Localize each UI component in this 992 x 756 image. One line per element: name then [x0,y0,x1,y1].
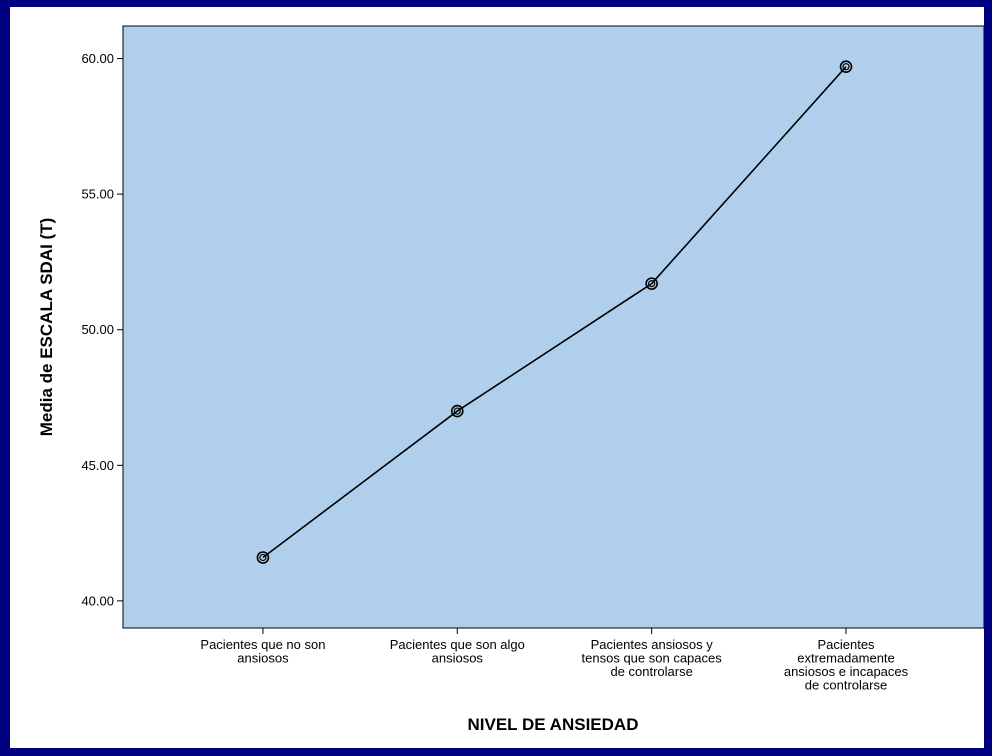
y-tick-label: 55.00 [81,187,114,202]
x-category-label-line: Pacientes que no son [200,637,325,652]
x-category-label-line: ansiosos [237,651,289,666]
series-mean-sdai [256,60,853,564]
chart-canvas: 40.00 45.00 50.00 55.00 60.00 Pacientes que … [10,7,984,748]
y-axis-title: Media de ESCALA SDAI (T) [37,218,56,437]
x-category-label-line: Pacientes que son algo [390,637,525,652]
series-line [262,66,847,559]
y-tick-label: 60.00 [81,51,114,66]
y-tick-label: 50.00 [81,322,114,337]
x-category-label: Pacientes que no son ansiosos [200,637,325,666]
x-category-label: Pacientes que son algo ansiosos [390,637,525,666]
x-category-label-line: Pacientes [817,637,875,652]
x-category-label: Pacientes extremadamente ansiosos e incapa… [784,637,909,693]
y-tick-label: 45.00 [81,458,114,473]
data-point-marker-inner [453,407,461,415]
x-category-label-line: extremadamente [797,651,895,666]
x-category-label-line: ansiosos e incapaces [784,664,909,679]
plot-area [122,25,984,629]
y-tick-label: 40.00 [81,593,114,608]
data-point-marker-inner [648,280,656,288]
x-category-label-line: ansiosos [432,651,484,666]
x-category-label-line: de controlarse [805,678,887,693]
x-axis-title: NIVEL DE ANSIEDAD [468,715,639,734]
data-point-marker [645,277,658,290]
x-category-label-line: tensos que son capaces [582,651,723,666]
data-point-marker [839,60,853,73]
x-category-label: Pacientes ansiosos y tensos que son capac… [582,637,723,679]
data-point-marker-inner [259,553,267,562]
data-point-marker [450,404,464,418]
line-chart: 40.00 45.00 50.00 55.00 60.00 Pacientes que … [37,25,984,734]
y-axis-ticks: 40.00 45.00 50.00 55.00 60.00 [81,51,123,608]
x-category-label-line: de controlarse [610,664,692,679]
x-category-label-line: Pacientes ansiosos y [591,637,714,652]
data-point-marker [256,551,270,564]
data-point-marker-inner [842,63,850,71]
